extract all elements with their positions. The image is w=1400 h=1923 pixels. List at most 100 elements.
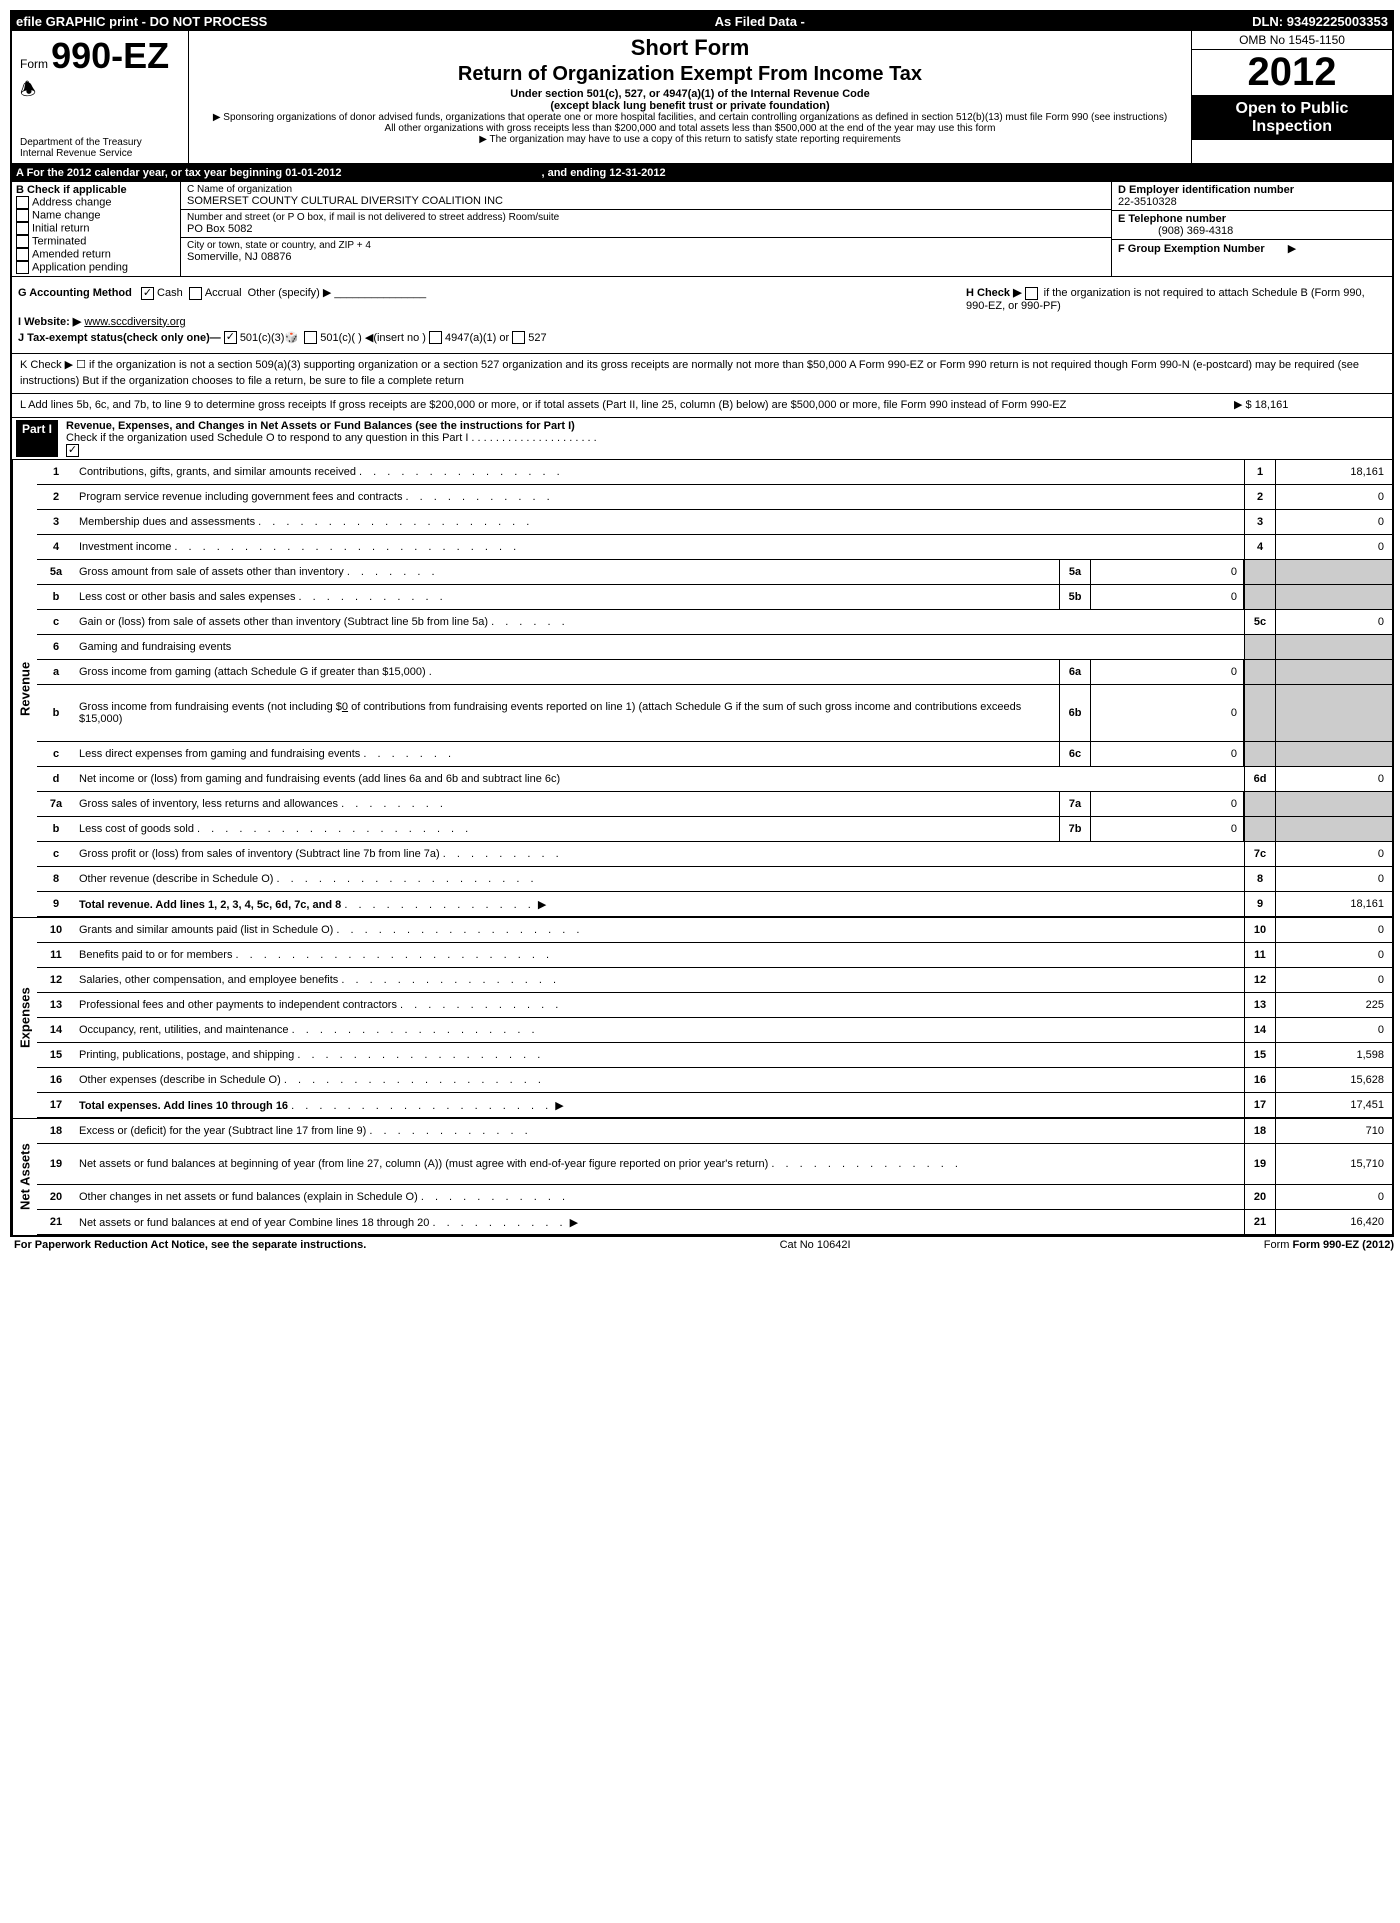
c-addr-value: PO Box 5082	[187, 223, 1105, 235]
c-name-label: C Name of organization	[187, 184, 1105, 195]
val-9: 18,161	[1276, 892, 1392, 916]
val-6d: 0	[1276, 767, 1392, 791]
check-501c3[interactable]	[224, 331, 237, 344]
c-city-label: City or town, state or country, and ZIP …	[187, 240, 1105, 251]
c-city-value: Somerville, NJ 08876	[187, 251, 1105, 263]
val-20: 0	[1276, 1185, 1392, 1209]
val-5c: 0	[1276, 610, 1392, 634]
val-11: 0	[1276, 943, 1392, 967]
val-10: 0	[1276, 918, 1392, 942]
val-12: 0	[1276, 968, 1392, 992]
header-center: Short Form Return of Organization Exempt…	[189, 31, 1191, 163]
check-schedule-o[interactable]	[66, 444, 79, 457]
row-a: A For the 2012 calendar year, or tax yea…	[12, 165, 1392, 182]
val-5b: 0	[1091, 585, 1244, 609]
footer-center: Cat No 10642I	[780, 1239, 851, 1251]
val-5a: 0	[1091, 560, 1244, 584]
g-label: G Accounting Method	[18, 287, 132, 299]
val-6c: 0	[1091, 742, 1244, 766]
val-2: 0	[1276, 485, 1392, 509]
form-prefix: Form	[20, 57, 48, 71]
website-link[interactable]: www.sccdiversity.org	[84, 316, 185, 328]
dept-irs: Internal Revenue Service	[20, 148, 180, 159]
header-section: Form 990-EZ 🕭 Department of the Treasury…	[12, 31, 1392, 165]
topbar-center: As Filed Data -	[715, 14, 805, 29]
check-terminated[interactable]	[16, 235, 29, 248]
revenue-section: Revenue 1Contributions, gifts, grants, a…	[12, 460, 1392, 917]
check-h[interactable]	[1025, 287, 1038, 300]
d-value: 22-3510328	[1118, 196, 1177, 208]
text-l: L Add lines 5b, 6c, and 7b, to line 9 to…	[12, 394, 1392, 418]
part-i-check-text: Check if the organization used Schedule …	[66, 432, 597, 444]
e-value: (908) 369-4318	[1158, 225, 1233, 237]
val-7c: 0	[1276, 842, 1392, 866]
c-name-value: SOMERSET COUNTY CULTURAL DIVERSITY COALI…	[187, 195, 1105, 207]
val-17: 17,451	[1276, 1093, 1392, 1117]
i-label: I Website: ▶	[18, 316, 81, 328]
subtitle-section: Under section 501(c), 527, or 4947(a)(1)…	[195, 88, 1185, 100]
val-1: 18,161	[1276, 460, 1392, 484]
c-addr-label: Number and street (or P O box, if mail i…	[187, 212, 1105, 223]
check-4947[interactable]	[429, 331, 442, 344]
note-sponsoring: ▶ Sponsoring organizations of donor advi…	[195, 112, 1185, 123]
val-8: 0	[1276, 867, 1392, 891]
check-accrual[interactable]	[189, 287, 202, 300]
subtitle-except: (except black lung benefit trust or priv…	[195, 100, 1185, 112]
val-19: 15,710	[1276, 1144, 1392, 1184]
form-container: efile GRAPHIC print - DO NOT PROCESS As …	[10, 10, 1394, 1237]
dept-treasury: Department of the Treasury	[20, 137, 180, 148]
section-bcdef: B Check if applicable Address change Nam…	[12, 182, 1392, 277]
check-527[interactable]	[512, 331, 525, 344]
column-def: D Employer identification number 22-3510…	[1112, 182, 1392, 276]
val-4: 0	[1276, 535, 1392, 559]
check-name[interactable]	[16, 209, 29, 222]
tax-year: 2012	[1192, 50, 1392, 96]
row-a-text-b: , and ending 12-31-2012	[541, 167, 665, 179]
val-16: 15,628	[1276, 1068, 1392, 1092]
ghi-section: G Accounting Method Cash Accrual Other (…	[12, 277, 1392, 354]
note-other-orgs: All other organizations with gross recei…	[195, 123, 1185, 134]
part-i-title: Revenue, Expenses, and Changes in Net As…	[66, 420, 575, 432]
footer-right: Form Form 990-EZ (2012)	[1264, 1239, 1394, 1251]
topbar-left: efile GRAPHIC print - DO NOT PROCESS	[16, 14, 267, 29]
title-return: Return of Organization Exempt From Incom…	[195, 63, 1185, 86]
e-label: E Telephone number	[1118, 213, 1226, 225]
side-revenue: Revenue	[12, 460, 37, 917]
side-netassets: Net Assets	[12, 1119, 37, 1235]
check-501c[interactable]	[304, 331, 317, 344]
val-18: 710	[1276, 1119, 1392, 1143]
top-bar: efile GRAPHIC print - DO NOT PROCESS As …	[12, 12, 1392, 31]
check-pending[interactable]	[16, 261, 29, 274]
f-arrow: ▶	[1288, 243, 1296, 255]
column-c: C Name of organization SOMERSET COUNTY C…	[181, 182, 1112, 276]
form-number: 990-EZ	[51, 35, 169, 77]
check-cash[interactable]	[141, 287, 154, 300]
netassets-section: Net Assets 18Excess or (deficit) for the…	[12, 1118, 1392, 1235]
val-7a: 0	[1091, 792, 1244, 816]
val-15: 1,598	[1276, 1043, 1392, 1067]
expenses-section: Expenses 10Grants and similar amounts pa…	[12, 917, 1392, 1118]
open-public: Open to Public Inspection	[1192, 96, 1392, 140]
check-amended[interactable]	[16, 248, 29, 261]
b-label: B Check if applicable	[16, 184, 127, 196]
l-value: ▶ $ 18,161	[1234, 398, 1384, 413]
omb-number: OMB No 1545-1150	[1192, 31, 1392, 50]
j-label: J Tax-exempt status(check only one)—	[18, 332, 221, 344]
footer-left: For Paperwork Reduction Act Notice, see …	[14, 1239, 366, 1251]
irs-logo: 🕭	[20, 77, 180, 107]
topbar-right: DLN: 93492225003353	[1252, 14, 1388, 29]
column-b: B Check if applicable Address change Nam…	[12, 182, 181, 276]
text-k: K Check ▶ ☐ if the organization is not a…	[12, 354, 1392, 394]
title-short-form: Short Form	[195, 35, 1185, 61]
check-initial[interactable]	[16, 222, 29, 235]
form-number-box: Form 990-EZ 🕭 Department of the Treasury…	[12, 31, 189, 163]
val-21: 16,420	[1276, 1210, 1392, 1234]
row-a-text-a: A For the 2012 calendar year, or tax yea…	[16, 167, 341, 179]
note-state-copy: ▶ The organization may have to use a cop…	[195, 134, 1185, 145]
footer: For Paperwork Reduction Act Notice, see …	[10, 1237, 1398, 1253]
val-6b: 0	[1091, 685, 1244, 741]
side-expenses: Expenses	[12, 918, 37, 1118]
check-address[interactable]	[16, 196, 29, 209]
val-6a: 0	[1091, 660, 1244, 684]
val-7b: 0	[1091, 817, 1244, 841]
